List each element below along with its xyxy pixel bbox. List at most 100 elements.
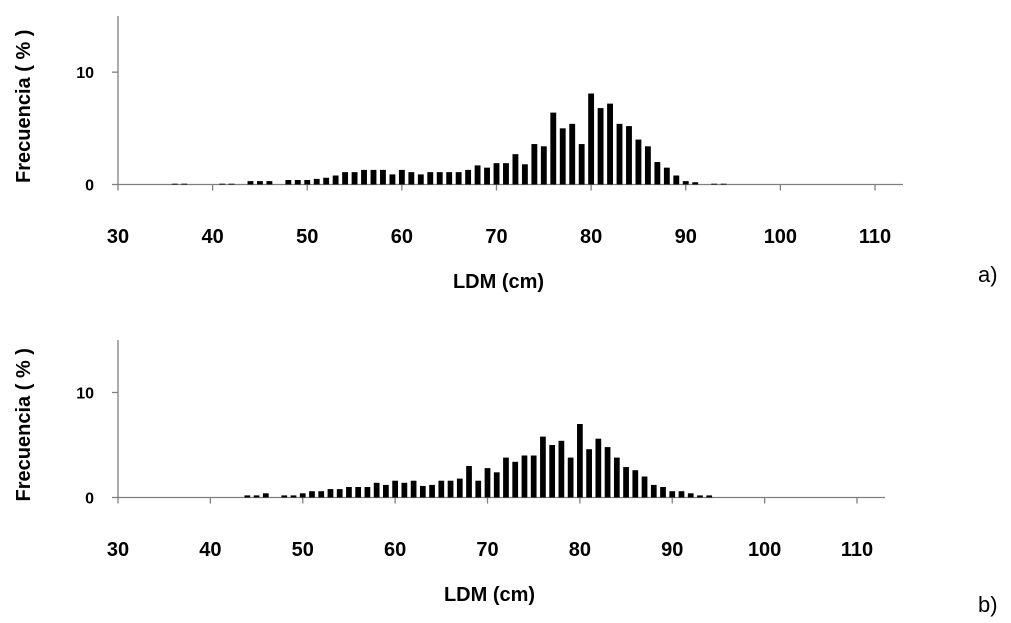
x-tick-label: 70 xyxy=(476,539,498,561)
x-tick-label: 100 xyxy=(748,539,781,561)
y-axis-label: Frecuencia ( % ) xyxy=(13,30,35,183)
histogram-bar xyxy=(711,184,717,185)
histogram-bar xyxy=(645,146,651,184)
x-tick-label: 30 xyxy=(107,226,129,248)
panel-label: b) xyxy=(978,592,998,617)
histogram-bar xyxy=(342,172,348,184)
histogram-bar xyxy=(692,182,698,184)
y-tick-label: 10 xyxy=(76,65,94,82)
histogram-bar xyxy=(291,495,297,497)
histogram-bar xyxy=(512,462,518,498)
histogram-bar xyxy=(172,184,178,185)
histogram-bar xyxy=(531,456,537,498)
histogram-bar xyxy=(244,495,250,497)
histogram-bar xyxy=(466,466,472,498)
x-tick-label: 70 xyxy=(485,226,507,248)
histogram-bar xyxy=(541,146,547,184)
histogram-bar xyxy=(380,170,386,185)
chart-panel-b: 0 10 30 40 50 60 70 80 90 100 110 LDM (cm) Frecuenci… xyxy=(13,340,998,617)
histogram-bar xyxy=(371,170,377,185)
histogram-bar xyxy=(427,172,433,184)
histogram-bar xyxy=(309,491,315,497)
histogram-bar xyxy=(300,493,306,497)
x-tick-label: 100 xyxy=(764,226,797,248)
histogram-bar xyxy=(411,481,417,498)
histogram-bar xyxy=(361,170,367,185)
histogram-bar xyxy=(617,124,623,185)
histogram-bar xyxy=(437,172,443,184)
x-tick-label: 60 xyxy=(391,226,413,248)
histogram-bar xyxy=(503,163,509,184)
histogram-bar xyxy=(408,172,414,184)
histogram-bar xyxy=(623,467,629,497)
histogram-bar xyxy=(540,437,546,498)
histogram-bar xyxy=(660,487,666,498)
histogram-bar xyxy=(669,491,675,497)
histogram-bar xyxy=(475,165,481,184)
histogram-bar xyxy=(318,491,324,497)
histogram-bar xyxy=(457,479,463,498)
histogram-bar xyxy=(595,439,601,498)
histogram-bar xyxy=(679,491,685,497)
histogram-bar xyxy=(494,472,500,497)
histogram-bar xyxy=(181,184,187,185)
histogram-bar xyxy=(549,445,555,498)
histogram-bar xyxy=(333,176,339,185)
histogram-bar xyxy=(605,447,611,497)
histogram-bar xyxy=(579,144,585,184)
histogram-bar xyxy=(512,154,518,184)
histogram-bar xyxy=(429,485,435,498)
x-tick-label: 40 xyxy=(199,539,221,561)
y-axis-label: Frecuencia ( % ) xyxy=(13,348,35,501)
histogram-bar xyxy=(323,178,329,185)
histogram-bar xyxy=(484,168,490,185)
y-tick-label: 0 xyxy=(85,178,94,195)
histogram-bar xyxy=(654,162,660,184)
x-tick-label: 80 xyxy=(569,539,591,561)
histogram-bar xyxy=(285,180,291,184)
histogram-bar xyxy=(706,495,712,497)
histogram-bar xyxy=(257,181,263,184)
histogram-bar xyxy=(522,456,528,498)
histogram-bar xyxy=(337,489,343,497)
histogram-bar xyxy=(598,108,604,184)
histogram-bar xyxy=(229,184,235,185)
histogram-bar xyxy=(254,495,260,497)
histogram-bar xyxy=(418,174,424,184)
x-tick-label: 60 xyxy=(384,539,406,561)
histogram-bar xyxy=(568,458,574,498)
histogram-bar xyxy=(365,487,371,498)
histogram-bar xyxy=(266,181,272,184)
histogram-bar xyxy=(586,449,592,497)
histogram-bar xyxy=(401,483,407,498)
histogram-bar xyxy=(352,172,358,184)
histogram-bar xyxy=(295,180,301,184)
histogram-bar xyxy=(389,174,395,184)
histogram-bar xyxy=(651,485,657,498)
histogram-bar xyxy=(683,181,689,184)
histogram-bar xyxy=(588,94,594,185)
histogram-bar xyxy=(420,486,426,498)
histogram-bar xyxy=(456,172,462,184)
y-tick-label: 10 xyxy=(76,386,94,403)
histogram-bar xyxy=(263,493,269,497)
histogram-bar xyxy=(503,458,509,498)
x-tick-label: 30 xyxy=(107,539,129,561)
histogram-bar xyxy=(626,126,632,184)
histogram-bar xyxy=(607,104,613,185)
histogram-bar xyxy=(219,184,225,185)
histogram-bar xyxy=(531,144,537,184)
histogram-bar xyxy=(721,184,727,185)
x-tick-label: 40 xyxy=(202,226,224,248)
x-tick-label: 50 xyxy=(296,226,318,248)
histogram-bar xyxy=(494,163,500,184)
histogram-bar xyxy=(614,458,620,498)
histogram-bar xyxy=(485,468,491,497)
y-tick-label: 0 xyxy=(85,491,94,508)
x-tick-label: 80 xyxy=(580,226,602,248)
histogram-bar xyxy=(392,481,398,498)
histogram-bar xyxy=(446,172,452,184)
histogram-bar xyxy=(399,170,405,185)
histogram-bar xyxy=(697,495,703,497)
